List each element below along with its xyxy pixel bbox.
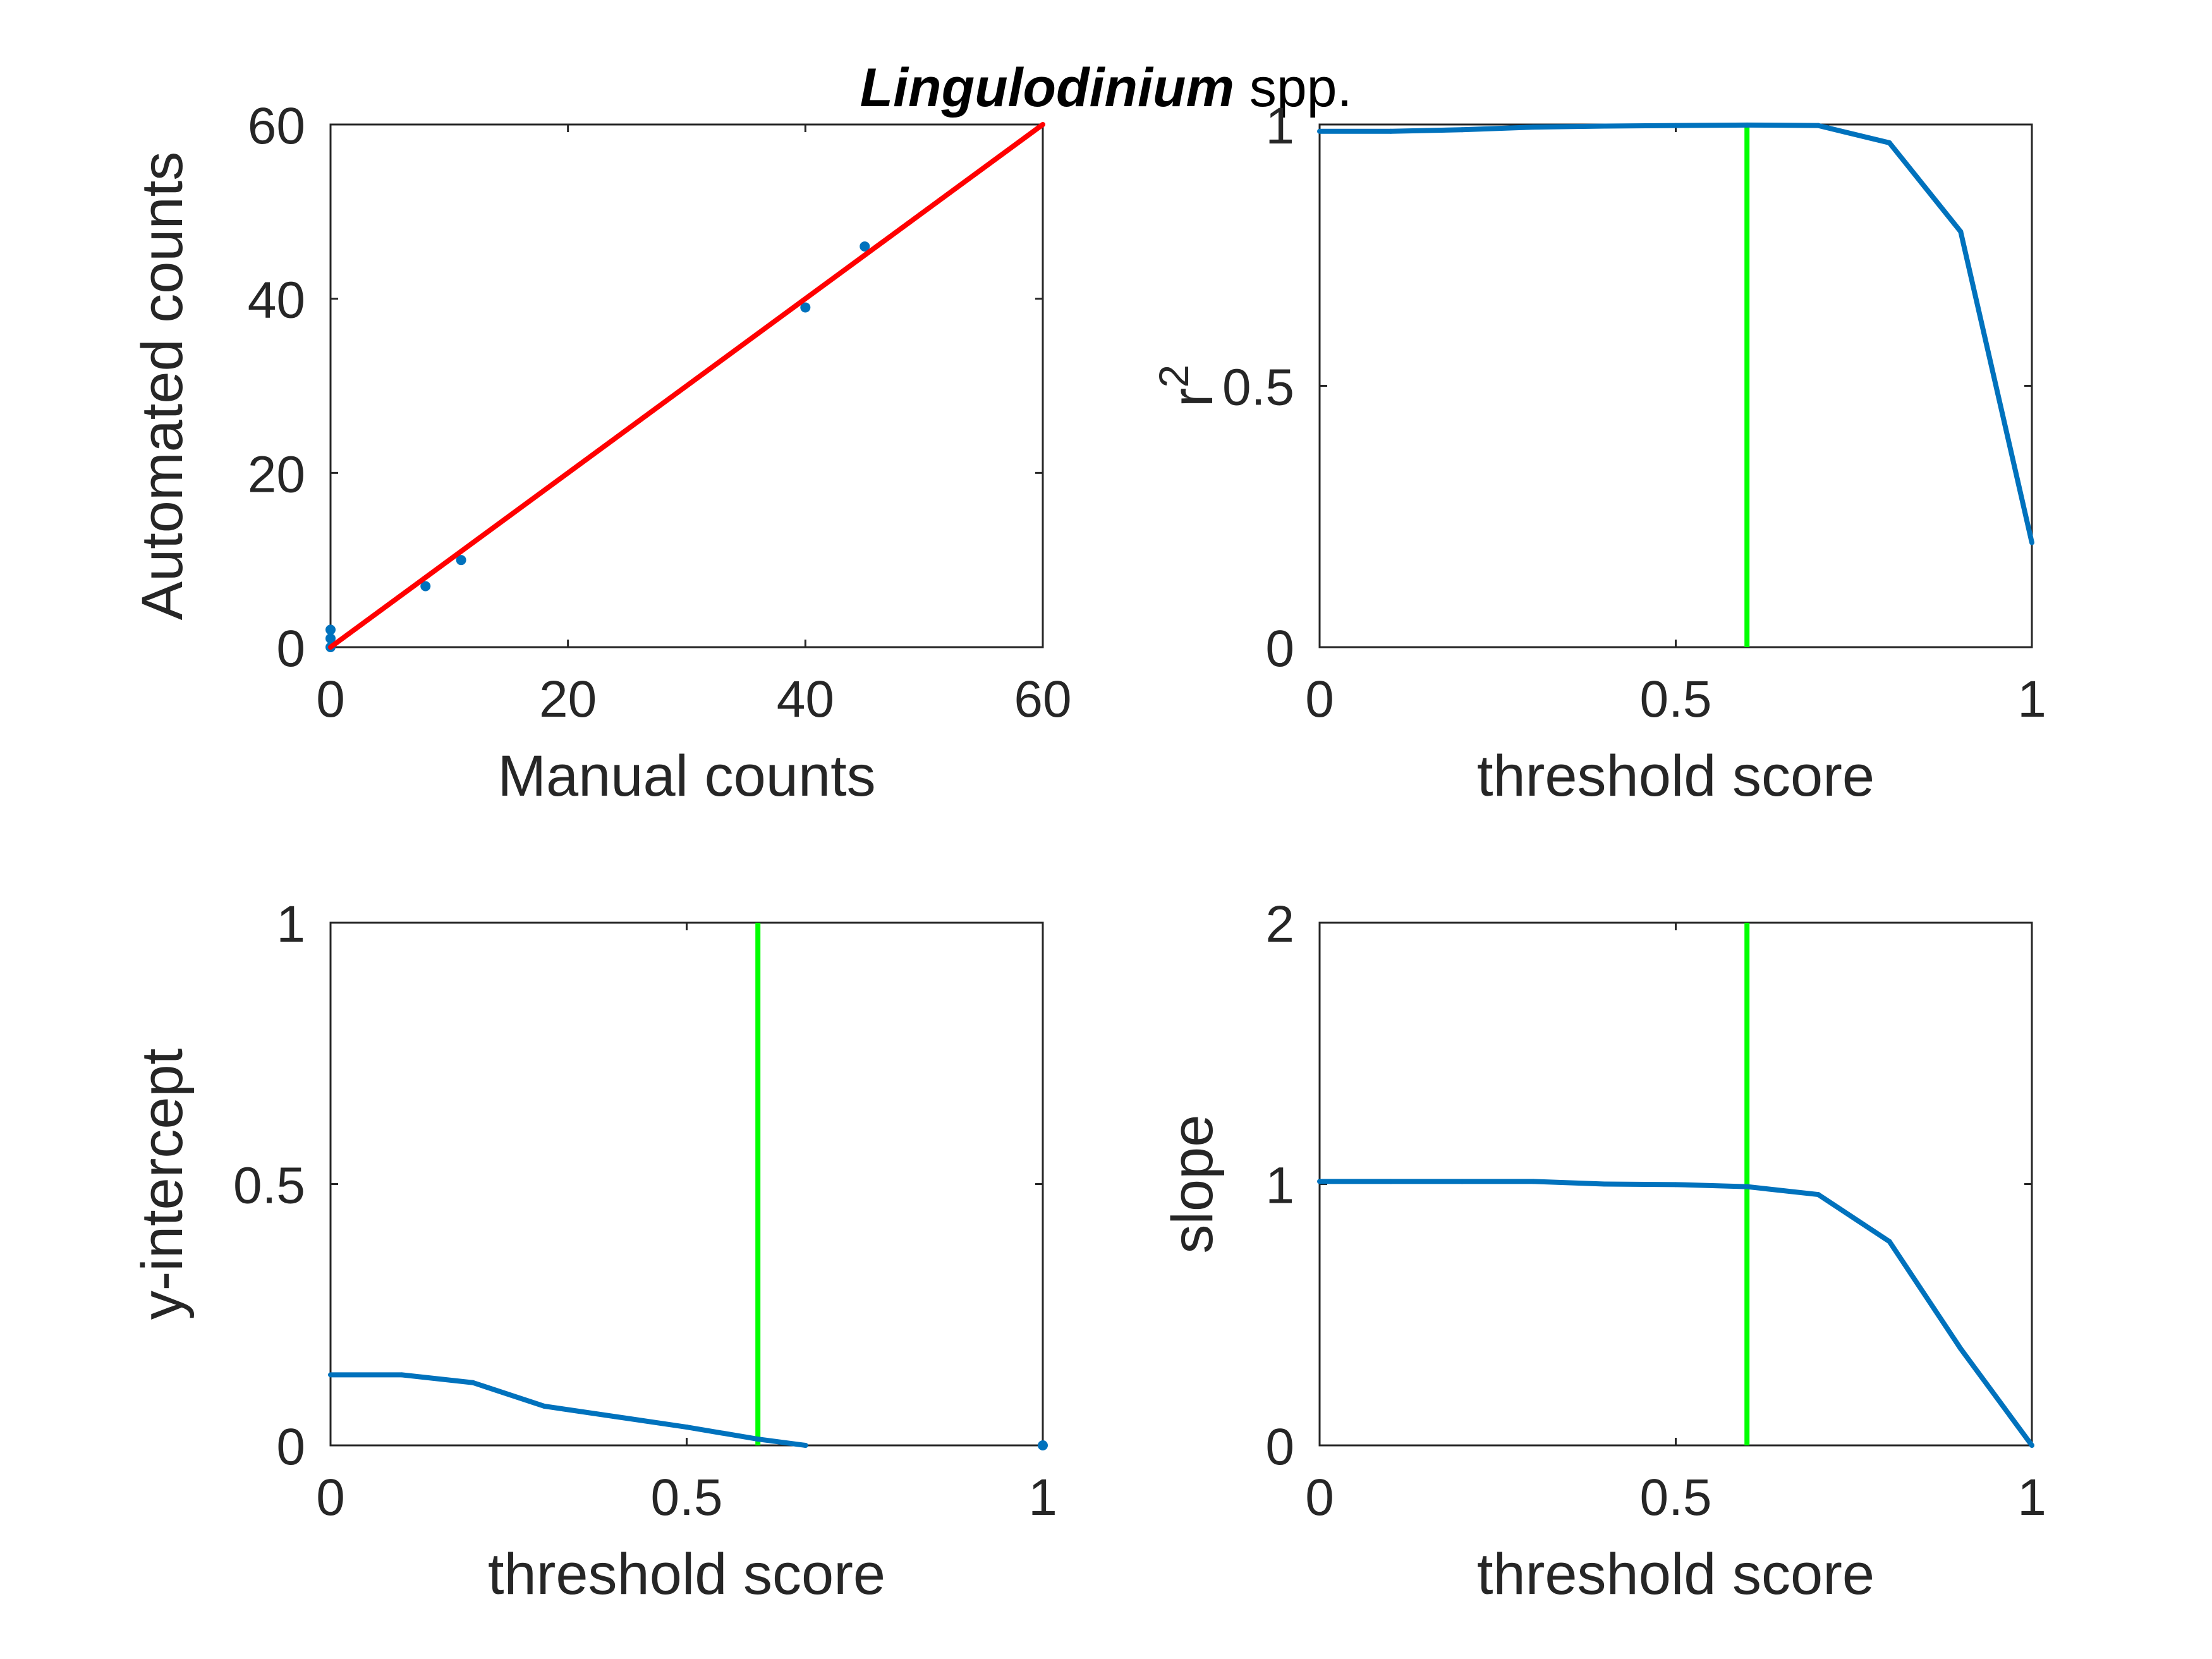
- y-tick-label: 1: [1265, 1157, 1294, 1215]
- x-axis-label: threshold score: [488, 1542, 885, 1607]
- data-point: [1388, 1179, 1394, 1184]
- data-point: [1531, 125, 1536, 130]
- data-point: [1673, 123, 1679, 128]
- data-point: [1317, 128, 1322, 134]
- data-point: [542, 1403, 547, 1409]
- y-axis-label: r2: [1150, 365, 1225, 407]
- y-tick-label: 0.5: [233, 1157, 305, 1215]
- y-axis-label: slope: [1160, 1115, 1225, 1254]
- x-axis-label: threshold score: [1477, 744, 1875, 808]
- data-point: [1038, 1440, 1048, 1450]
- data-point: [1459, 127, 1465, 133]
- x-tick-label: 1: [2017, 671, 2046, 728]
- data-point: [1673, 1182, 1679, 1188]
- x-tick-label: 0.5: [1640, 1469, 1712, 1526]
- data-point: [328, 645, 333, 650]
- data-point: [328, 1372, 333, 1378]
- x-tick-label: 0: [1305, 671, 1334, 728]
- figure-title-italic: Lingulodinium: [860, 58, 1234, 118]
- y-tick-label: 2: [1265, 896, 1294, 953]
- y-axis-label: y-intercept: [130, 1048, 195, 1320]
- figure-title-rest: spp.: [1234, 58, 1352, 118]
- x-tick-label: 0: [316, 1469, 345, 1526]
- figure-title: Lingulodinium spp.: [860, 58, 1352, 118]
- y-tick-label: 1: [1265, 97, 1294, 155]
- data-point: [612, 1414, 618, 1419]
- data-point: [1958, 229, 1964, 234]
- chart-panel-top-right: 0 0.5 1 0 0.5 1 threshold score r2: [1150, 97, 2046, 808]
- chart-panel-bottom-right: 0 0.5 1 0 1 2 threshold score slope: [1160, 896, 2046, 1607]
- data-point: [420, 581, 431, 592]
- x-tick-label: 0: [1305, 1469, 1334, 1526]
- chart-panel-top-left: 0 20 40 60 0 20 40 60 Manual counts Automated cou…: [130, 97, 1072, 808]
- data-point: [1601, 1181, 1607, 1187]
- data-point: [1887, 140, 1892, 145]
- data-point: [1040, 122, 1045, 127]
- data-point: [2029, 1443, 2034, 1448]
- data-point: [1744, 1184, 1750, 1189]
- x-tick-label: 1: [1028, 1469, 1057, 1526]
- x-tick-label: 20: [539, 671, 597, 728]
- y-tick-label: 40: [248, 272, 305, 329]
- y-tick-label: 0.5: [1222, 359, 1294, 416]
- data-point: [684, 1425, 690, 1430]
- data-point: [1317, 1179, 1322, 1184]
- y-axis-label-superscript: 2: [1150, 365, 1197, 388]
- x-tick-label: 40: [777, 671, 834, 728]
- data-point: [800, 302, 811, 313]
- y-tick-label: 0: [1265, 1418, 1294, 1476]
- x-tick-label: 1: [2017, 1469, 2046, 1526]
- data-point: [1459, 1179, 1465, 1184]
- data-point: [1388, 128, 1394, 134]
- data-point: [2029, 540, 2034, 545]
- y-tick-label: 0: [1265, 620, 1294, 678]
- data-point: [325, 633, 336, 644]
- y-tick-label: 1: [276, 896, 305, 953]
- y-tick-label: 20: [248, 446, 305, 503]
- data-point: [755, 1437, 761, 1442]
- data-point: [1815, 1192, 1821, 1198]
- x-tick-label: 0.5: [651, 1469, 723, 1526]
- chart-panel-bottom-left: 0 0.5 1 0 0.5 1 threshold score y-intercept: [130, 896, 1057, 1607]
- series-line-1: [329, 122, 1045, 650]
- axes-box: [329, 123, 1044, 648]
- data-point: [1531, 1179, 1536, 1184]
- x-tick-label: 60: [1014, 671, 1071, 728]
- y-tick-label: 0: [276, 1418, 305, 1476]
- series-line-0: [331, 1372, 806, 1448]
- data-point: [325, 624, 336, 635]
- x-axis-label: threshold score: [1477, 1542, 1875, 1607]
- data-point: [860, 241, 870, 252]
- data-point: [399, 1372, 404, 1378]
- data-point: [1744, 122, 1750, 128]
- data-point: [1601, 123, 1607, 129]
- data-point: [1887, 1239, 1892, 1244]
- y-tick-label: 60: [248, 97, 305, 155]
- data-point: [803, 1443, 808, 1448]
- x-axis-label: Manual counts: [497, 744, 875, 808]
- y-axis-label: Automated counts: [130, 152, 195, 621]
- x-tick-label: 0: [316, 671, 345, 728]
- data-point: [1815, 123, 1821, 128]
- y-tick-label: 0: [276, 620, 305, 678]
- data-point: [456, 555, 466, 566]
- x-tick-label: 0.5: [1640, 671, 1712, 728]
- data-point: [470, 1380, 476, 1385]
- data-point: [1958, 1346, 1964, 1352]
